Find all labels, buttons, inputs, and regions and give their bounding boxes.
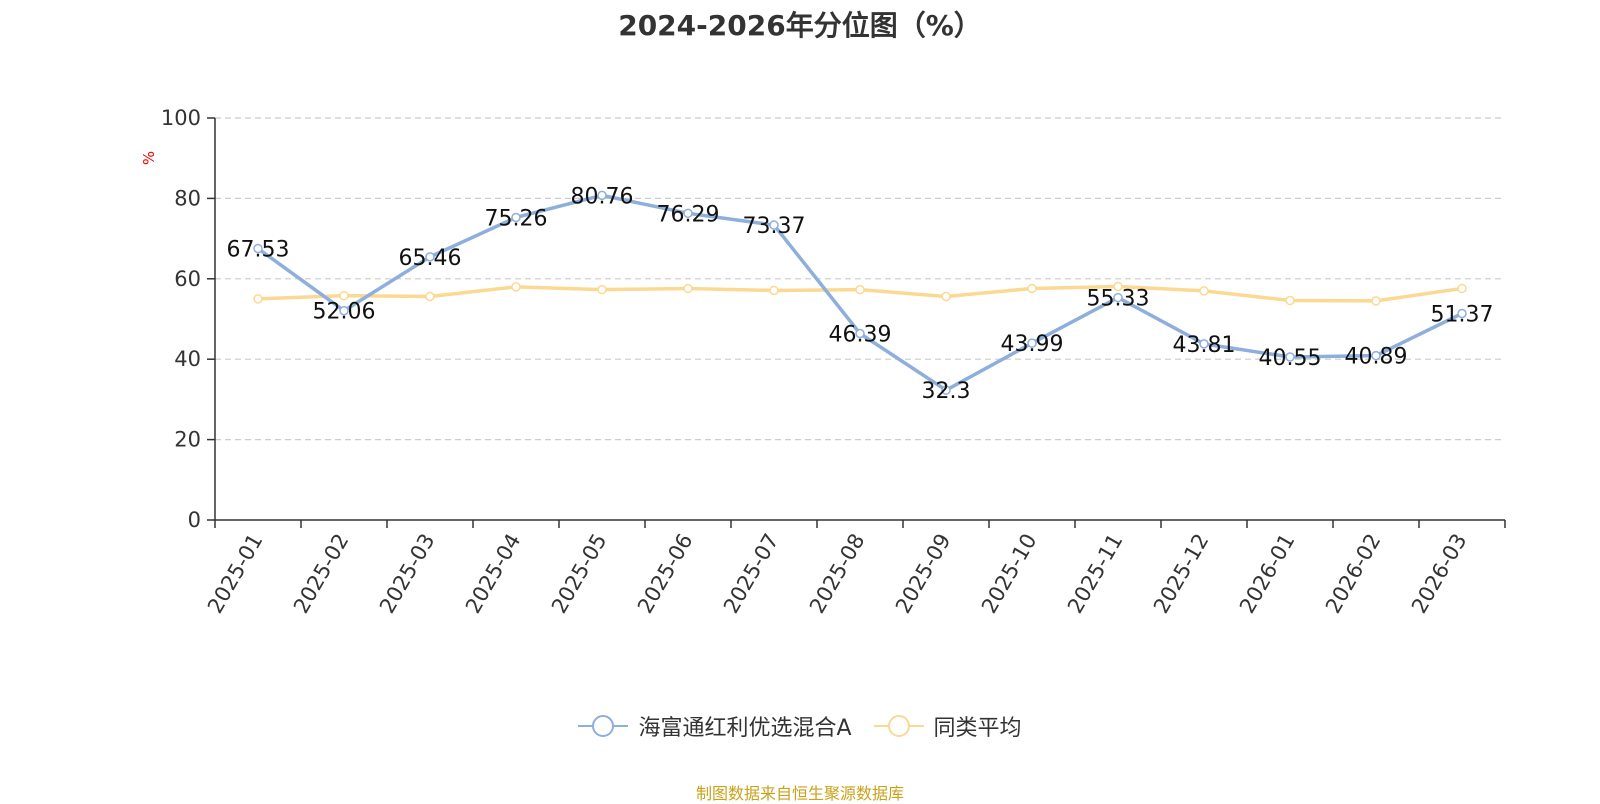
data-point-series-1 xyxy=(425,252,435,262)
data-point-series-2 xyxy=(941,291,951,302)
x-tick-label: 2025-02 xyxy=(289,530,354,618)
data-point-series-1 xyxy=(769,220,779,230)
x-tick-label: 2025-11 xyxy=(1063,530,1128,618)
legend-label-series-2: 同类平均 xyxy=(933,716,1022,741)
data-point-series-2 xyxy=(855,284,865,295)
y-tick-label: 20 xyxy=(174,428,201,452)
data-point-series-1 xyxy=(511,212,521,223)
data-point-series-2 xyxy=(1113,281,1123,292)
x-tick-label: 2025-03 xyxy=(375,530,440,618)
data-point-series-2 xyxy=(253,294,263,304)
x-tick-label: 2025-06 xyxy=(633,530,698,618)
x-tick-label: 2025-09 xyxy=(891,530,956,618)
data-point-series-2 xyxy=(425,291,435,302)
data-point-series-2 xyxy=(1371,296,1381,306)
x-tick-label: 2025-10 xyxy=(977,530,1042,618)
data-point-series-2 xyxy=(339,290,349,301)
x-tick-label: 2026-02 xyxy=(1321,530,1386,618)
y-tick-label: 80 xyxy=(174,186,201,210)
y-axis-label: % xyxy=(140,151,158,165)
legend: 海富通红利优选混合A 同类平均 xyxy=(0,710,1600,742)
data-label: 43.99 xyxy=(1001,332,1064,357)
data-label: 51.37 xyxy=(1431,302,1494,327)
data-point-series-1 xyxy=(855,328,865,339)
x-tick-label: 2025-04 xyxy=(461,530,526,618)
x-tick-label: 2025-12 xyxy=(1149,530,1214,618)
data-label: 73.37 xyxy=(743,214,806,239)
x-tick-label: 2026-01 xyxy=(1235,530,1300,618)
data-label: 52.06 xyxy=(313,300,376,325)
data-label: 67.53 xyxy=(227,238,290,263)
data-label: 75.26 xyxy=(485,206,548,231)
data-point-series-1 xyxy=(339,305,349,316)
y-tick-label: 40 xyxy=(174,347,201,371)
data-point-series-1 xyxy=(253,243,263,254)
data-label: 32.3 xyxy=(922,379,971,404)
data-label: 76.29 xyxy=(657,202,720,227)
data-label: 46.39 xyxy=(829,323,892,348)
data-point-series-1 xyxy=(1027,338,1037,348)
x-tick-label: 2025-07 xyxy=(719,530,784,618)
legend-item-series-1[interactable]: 海富通红利优选混合A xyxy=(578,710,852,742)
data-point-series-1 xyxy=(1113,292,1123,303)
legend-marker-series-1 xyxy=(578,715,629,737)
data-point-series-2 xyxy=(769,285,779,296)
data-label: 65.46 xyxy=(399,246,462,271)
data-point-series-1 xyxy=(1457,308,1467,319)
data-point-series-1 xyxy=(597,190,607,201)
data-label: 43.81 xyxy=(1173,333,1236,358)
data-point-series-1 xyxy=(1371,350,1381,361)
data-point-series-2 xyxy=(597,284,607,295)
data-point-series-1 xyxy=(683,208,693,219)
data-point-series-2 xyxy=(511,282,521,292)
data-point-series-1 xyxy=(941,385,951,395)
source-note: 制图数据来自恒生聚源数据库 xyxy=(695,784,904,803)
legend-marker-series-2 xyxy=(873,715,924,737)
data-point-series-2 xyxy=(1285,295,1295,306)
data-point-series-2 xyxy=(1027,283,1037,294)
data-point-series-2 xyxy=(683,283,693,294)
data-label: 40.89 xyxy=(1345,345,1408,370)
data-point-series-2 xyxy=(1457,283,1467,294)
x-tick-label: 2025-05 xyxy=(547,530,612,618)
data-point-series-1 xyxy=(1285,352,1295,362)
data-label: 40.55 xyxy=(1259,346,1322,371)
x-tick-label: 2025-01 xyxy=(203,530,268,618)
y-tick-label: 0 xyxy=(188,508,201,532)
data-point-series-2 xyxy=(1199,286,1209,296)
y-tick-label: 100 xyxy=(161,106,201,130)
legend-label-series-1: 海富通红利优选混合A xyxy=(638,716,852,741)
data-point-series-1 xyxy=(1199,339,1209,349)
chart-title: 2024-2026年分位图（%） xyxy=(618,9,982,42)
y-tick-label: 60 xyxy=(174,267,201,291)
x-tick-label: 2025-08 xyxy=(805,530,870,618)
data-label: 55.33 xyxy=(1087,287,1150,312)
legend-item-series-2[interactable]: 同类平均 xyxy=(873,710,1022,742)
x-tick-label: 2026-03 xyxy=(1407,530,1472,618)
data-label: 80.76 xyxy=(571,184,634,209)
